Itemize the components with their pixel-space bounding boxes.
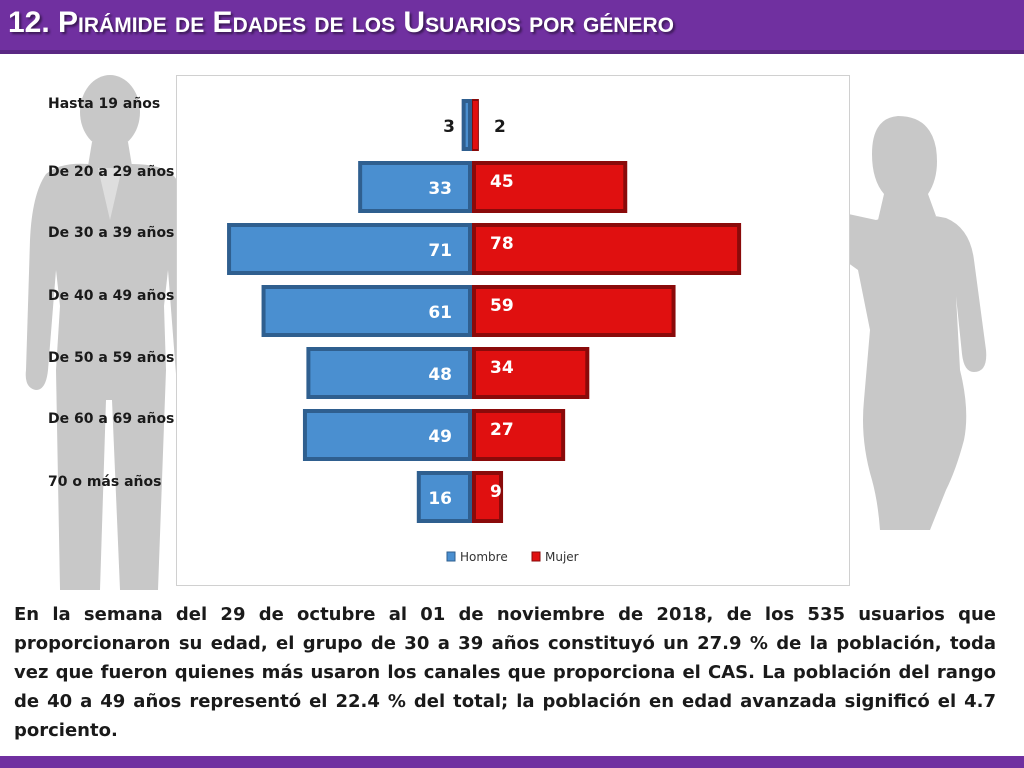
svg-text:Hombre: Hombre <box>460 550 508 564</box>
bar-mujer <box>472 223 742 275</box>
svg-text:Mujer: Mujer <box>545 550 579 564</box>
data-label-hombre: 33 <box>428 179 452 199</box>
bar-mujer <box>472 409 566 461</box>
bar-hombre <box>358 161 472 213</box>
legend-mujer: Mujer <box>531 550 579 564</box>
bar-hombre <box>461 99 472 151</box>
data-label-hombre: 49 <box>428 427 452 447</box>
data-label-mujer: 59 <box>490 296 514 316</box>
data-label-hombre: 61 <box>428 303 452 323</box>
bar-mujer <box>472 99 479 151</box>
man-silhouette-icon <box>25 75 201 590</box>
bars-layer: 3 2 33 45 71 78 61 59 48 34 49 27 16 9 <box>227 99 742 523</box>
category-label: De 40 a 49 años <box>48 288 175 304</box>
data-label-mujer: 34 <box>490 358 514 378</box>
data-label-hombre: 71 <box>428 241 452 261</box>
summary-paragraph: En la semana del 29 de octubre al 01 de … <box>14 604 996 741</box>
data-label-hombre: 48 <box>428 365 452 385</box>
bar-hombre <box>302 409 472 461</box>
title-rule <box>0 50 1024 54</box>
category-label: De 30 a 39 años <box>48 225 175 241</box>
bar-mujer <box>472 471 504 523</box>
data-label-mujer: 2 <box>494 117 506 137</box>
bar-mujer <box>472 285 676 337</box>
title-bar <box>0 0 1024 50</box>
bottom-bar <box>0 756 1024 768</box>
bar-mujer <box>472 161 628 213</box>
category-label: 70 o más años <box>48 474 162 490</box>
data-label-mujer: 45 <box>490 172 514 192</box>
pyramid-chart: 3 2 33 45 71 78 61 59 48 34 49 27 16 9 Hombre Mujer <box>227 99 742 564</box>
data-label-mujer: 78 <box>490 234 514 254</box>
chart-legend: Hombre Mujer <box>446 550 579 564</box>
data-label-hombre: 16 <box>428 489 452 509</box>
bar-hombre <box>416 471 472 523</box>
category-label: De 60 a 69 años <box>48 411 175 427</box>
category-label: De 50 a 59 años <box>48 350 175 366</box>
data-label-mujer: 9 <box>490 482 502 502</box>
bar-hombre <box>306 347 472 399</box>
bar-mujer <box>472 347 590 399</box>
bar-hombre <box>261 285 472 337</box>
page-title: 12. Pirámide de Edades de los Usuarios p… <box>8 6 674 39</box>
chart-area: 3 2 33 45 71 78 61 59 48 34 49 27 16 9 Hombre Mujer <box>176 75 850 586</box>
data-label-hombre: 3 <box>443 117 455 137</box>
data-label-mujer: 27 <box>490 420 514 440</box>
bar-hombre <box>227 223 472 275</box>
woman-silhouette-icon <box>760 116 987 530</box>
category-label: Hasta 19 años <box>48 96 161 112</box>
legend-hombre: Hombre <box>446 550 508 564</box>
category-label: De 20 a 29 años <box>48 164 175 180</box>
